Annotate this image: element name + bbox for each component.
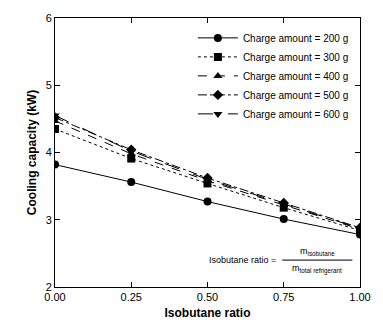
svg-text:Cooling capacity (kW): Cooling capacity (kW): [25, 90, 39, 215]
svg-text:Isobutane ratio: Isobutane ratio: [164, 306, 250, 320]
svg-text:0.00: 0.00: [44, 291, 65, 303]
svg-text:4: 4: [46, 146, 52, 158]
svg-text:Charge amount = 200 g: Charge amount = 200 g: [243, 33, 348, 44]
svg-text:3: 3: [46, 214, 52, 226]
svg-text:Charge amount = 400 g: Charge amount = 400 g: [243, 71, 348, 82]
svg-text:2: 2: [46, 281, 52, 293]
svg-text:Charge amount = 300 g: Charge amount = 300 g: [243, 52, 348, 63]
svg-text:5: 5: [46, 79, 52, 91]
svg-text:6: 6: [46, 12, 52, 24]
svg-text:0.25: 0.25: [121, 291, 142, 303]
svg-text:Charge amount = 600 g: Charge amount = 600 g: [243, 109, 348, 120]
svg-text:m​total refrigerant​: m​total refrigerant​: [292, 263, 342, 275]
svg-text:0.50: 0.50: [197, 291, 218, 303]
svg-text:m​isobutane​: m​isobutane​: [300, 246, 335, 257]
svg-text:1.00: 1.00: [349, 291, 370, 303]
svg-text:Charge amount = 500 g: Charge amount = 500 g: [243, 90, 348, 101]
svg-text:0.75: 0.75: [273, 291, 294, 303]
svg-text:Isobutane ratio =: Isobutane ratio =: [209, 255, 276, 265]
